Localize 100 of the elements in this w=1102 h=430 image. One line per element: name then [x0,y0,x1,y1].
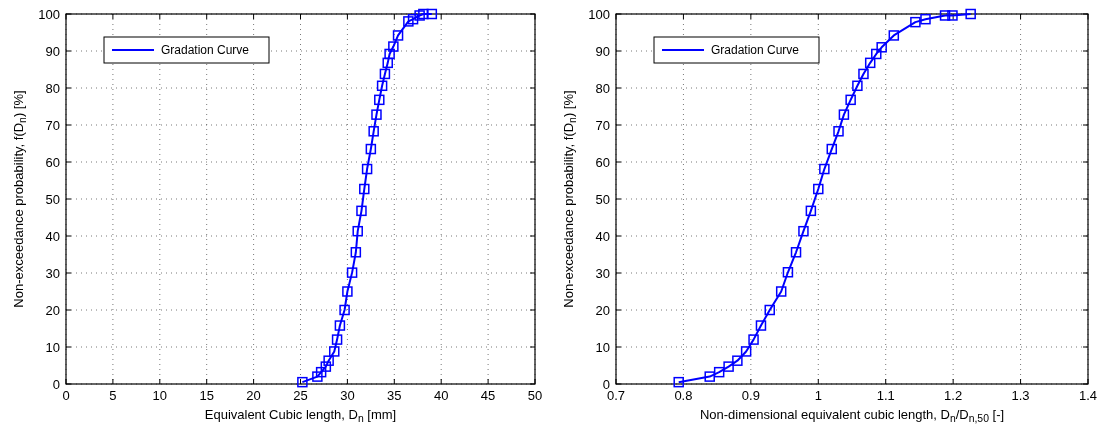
y-tick-label: 30 [45,265,60,281]
point [939,10,951,21]
point [920,13,931,25]
y-tick-label: 20 [45,302,60,318]
y-tick-label: 100 [588,6,610,22]
point [826,143,838,155]
point [798,225,809,237]
y-tick-label: 80 [45,80,60,96]
point [732,355,743,366]
x-tick-label: 40 [433,388,449,403]
y-tick-label: 10 [45,339,60,355]
point [315,366,327,378]
point [819,163,830,175]
legend-label: Gradation Curve [711,43,800,57]
point [376,80,388,92]
y-tick-label: 90 [595,43,610,59]
point [320,361,332,372]
x-tick-label: 45 [480,388,496,403]
point [838,109,850,120]
x-axis-title: Equivalent Cubic length, D$_{n}$ [mm] [204,407,397,424]
y-tick-label: 20 [595,302,610,318]
point [374,94,385,106]
point [350,247,362,258]
point [329,346,340,357]
point [704,371,715,382]
point [388,41,399,52]
x-axis-title: Non-dimensional equivalent cubic length, D$_{n}$/D$_{n,50}$ [-] [699,407,1005,424]
y-tick-label: 50 [595,191,610,207]
point [845,94,856,106]
point [379,68,391,80]
y-tick-label: 70 [595,117,610,133]
legend-label: Gradation Curve [161,43,250,57]
point [359,183,370,195]
x-tick-label: 1.2 [944,388,963,403]
y-tick-label: 80 [595,80,610,96]
point [888,30,900,41]
x-tick-label: 30 [340,388,355,403]
point [805,205,817,217]
point [910,16,921,28]
point [392,30,404,41]
point [297,376,308,388]
point [346,267,358,278]
point [965,8,976,20]
point [339,304,350,316]
y-tick-label: 0 [52,376,60,392]
y-tick-label: 50 [45,191,60,207]
x-tick-label: 1.4 [1078,388,1098,403]
point [382,57,393,69]
x-tick-label: 20 [246,388,261,403]
point [713,366,725,378]
y-tick-label: 100 [38,6,60,22]
y-tick-label: 40 [595,228,610,244]
point [871,48,882,60]
x-tick-label: 1.3 [1011,388,1030,403]
x-tick-label: 0 [62,388,70,403]
point [858,68,869,80]
point [365,143,377,155]
y-tick-label: 10 [595,339,610,355]
point [723,361,734,372]
point [334,320,346,331]
point [740,346,752,357]
x-tick-label: 0.9 [741,388,760,403]
point [775,286,787,297]
x-tick-label: 15 [199,388,214,403]
point [407,13,419,25]
point [764,304,775,316]
x-tick-label: 1.1 [876,388,895,403]
x-tick-label: 10 [152,388,168,403]
point [384,48,395,60]
point [356,205,367,217]
point [426,8,438,20]
point [748,334,759,345]
point [876,42,887,53]
point [403,16,414,27]
point [342,286,353,297]
x-tick-label: 1 [814,388,822,403]
point [782,267,794,278]
x-tick-label: 50 [527,388,543,403]
point [947,10,958,21]
point [790,247,802,258]
point [368,126,379,137]
point [864,57,876,69]
point [813,183,824,195]
x-tick-label: 25 [293,388,308,403]
point [331,334,343,345]
point [852,80,863,92]
y-tick-label: 90 [45,43,60,59]
x-tick-label: 0.8 [674,388,693,403]
point [371,109,382,120]
y-tick-label: 70 [45,117,60,133]
y-tick-label: 30 [595,265,610,281]
point [323,355,334,366]
x-tick-label: 5 [109,388,117,403]
point [418,8,429,20]
point [361,163,373,175]
point [755,320,767,331]
point [352,225,363,237]
y-tick-label: 40 [45,228,60,244]
point [673,376,684,388]
y-tick-label: 60 [595,154,610,170]
